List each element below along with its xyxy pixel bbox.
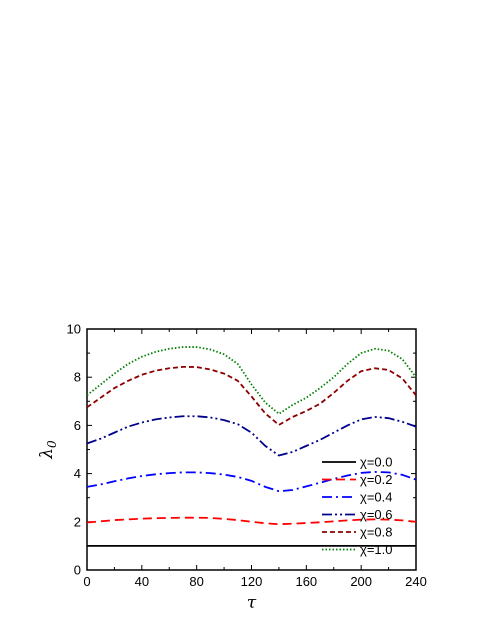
legend-label-0: χ=0.0 — [360, 455, 393, 470]
series-line-1 — [86, 516, 417, 526]
x-axis-label: τ — [247, 593, 257, 613]
y-tick-label: 8 — [74, 370, 81, 385]
series-line-3 — [86, 415, 417, 457]
x-axis-ticks: 0 40 80 120 160 200 240 — [83, 329, 427, 589]
series-line-4 — [86, 365, 417, 426]
y-tick-label: 10 — [67, 322, 81, 337]
series-line-5 — [86, 346, 417, 415]
legend-label-3: χ=0.6 — [360, 507, 393, 522]
legend-label-4: χ=0.8 — [360, 525, 393, 540]
series-layer — [86, 346, 417, 547]
series-line-2 — [86, 471, 417, 493]
x-tick-label: 240 — [405, 574, 427, 589]
legend-label-2: χ=0.4 — [360, 490, 393, 505]
legend-label-1: χ=0.2 — [360, 472, 393, 487]
x-tick-label: 40 — [135, 574, 149, 589]
x-tick-label: 80 — [189, 574, 203, 589]
legend-label-5: χ=1.0 — [360, 542, 393, 557]
y-tick-label: 0 — [74, 563, 81, 578]
y-axis-label-main: λ — [37, 448, 57, 460]
y-tick-label: 4 — [74, 466, 81, 481]
legend: χ=0.0 χ=0.2 χ=0.4 χ=0.6 χ=0.8 χ=1.0 — [322, 455, 393, 557]
y-axis-label: λ0 — [37, 440, 59, 460]
x-tick-label: 0 — [83, 574, 90, 589]
y-tick-label: 2 — [74, 514, 81, 529]
y-axis-ticks: 0 2 4 6 8 10 — [67, 322, 416, 578]
y-axis-label-subscript: 0 — [45, 440, 59, 448]
x-tick-label: 160 — [295, 574, 317, 589]
x-tick-label: 120 — [241, 574, 263, 589]
x-tick-label: 200 — [350, 574, 372, 589]
svg-text:λ0: λ0 — [37, 440, 59, 460]
y-tick-label: 6 — [74, 418, 81, 433]
